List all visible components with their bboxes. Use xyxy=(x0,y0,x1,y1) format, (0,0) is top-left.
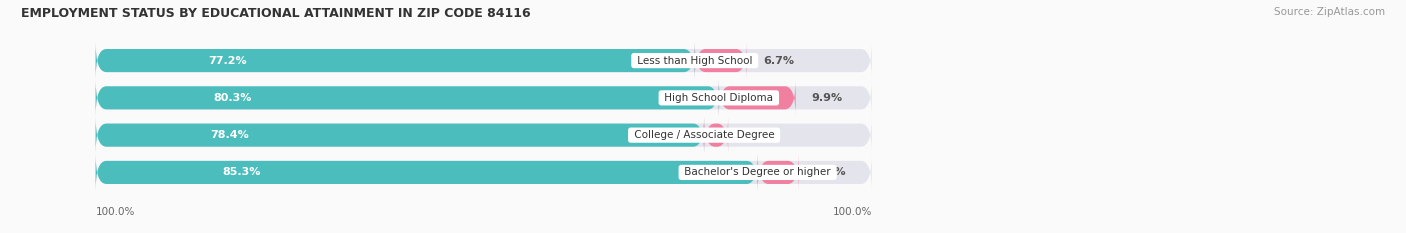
Text: Less than High School: Less than High School xyxy=(634,56,755,65)
FancyBboxPatch shape xyxy=(96,42,872,79)
Text: College / Associate Degree: College / Associate Degree xyxy=(631,130,778,140)
Text: 100.0%: 100.0% xyxy=(832,207,872,216)
FancyBboxPatch shape xyxy=(96,117,872,153)
FancyBboxPatch shape xyxy=(96,154,872,191)
Text: 100.0%: 100.0% xyxy=(96,207,135,216)
Text: EMPLOYMENT STATUS BY EDUCATIONAL ATTAINMENT IN ZIP CODE 84116: EMPLOYMENT STATUS BY EDUCATIONAL ATTAINM… xyxy=(21,7,530,20)
Text: Bachelor's Degree or higher: Bachelor's Degree or higher xyxy=(681,168,834,177)
FancyBboxPatch shape xyxy=(96,80,718,116)
Text: 78.4%: 78.4% xyxy=(209,130,249,140)
FancyBboxPatch shape xyxy=(718,80,796,116)
FancyBboxPatch shape xyxy=(96,154,758,191)
Text: 5.3%: 5.3% xyxy=(815,168,845,177)
Text: 85.3%: 85.3% xyxy=(222,168,260,177)
FancyBboxPatch shape xyxy=(96,80,872,116)
Text: 6.7%: 6.7% xyxy=(763,56,794,65)
Text: High School Diploma: High School Diploma xyxy=(661,93,776,103)
FancyBboxPatch shape xyxy=(96,42,695,79)
Text: Source: ZipAtlas.com: Source: ZipAtlas.com xyxy=(1274,7,1385,17)
FancyBboxPatch shape xyxy=(758,154,799,191)
Text: 77.2%: 77.2% xyxy=(208,56,246,65)
FancyBboxPatch shape xyxy=(704,117,728,153)
Text: 3.1%: 3.1% xyxy=(744,130,775,140)
FancyBboxPatch shape xyxy=(695,42,747,79)
Text: 80.3%: 80.3% xyxy=(214,93,252,103)
FancyBboxPatch shape xyxy=(96,117,704,153)
Text: 9.9%: 9.9% xyxy=(811,93,844,103)
